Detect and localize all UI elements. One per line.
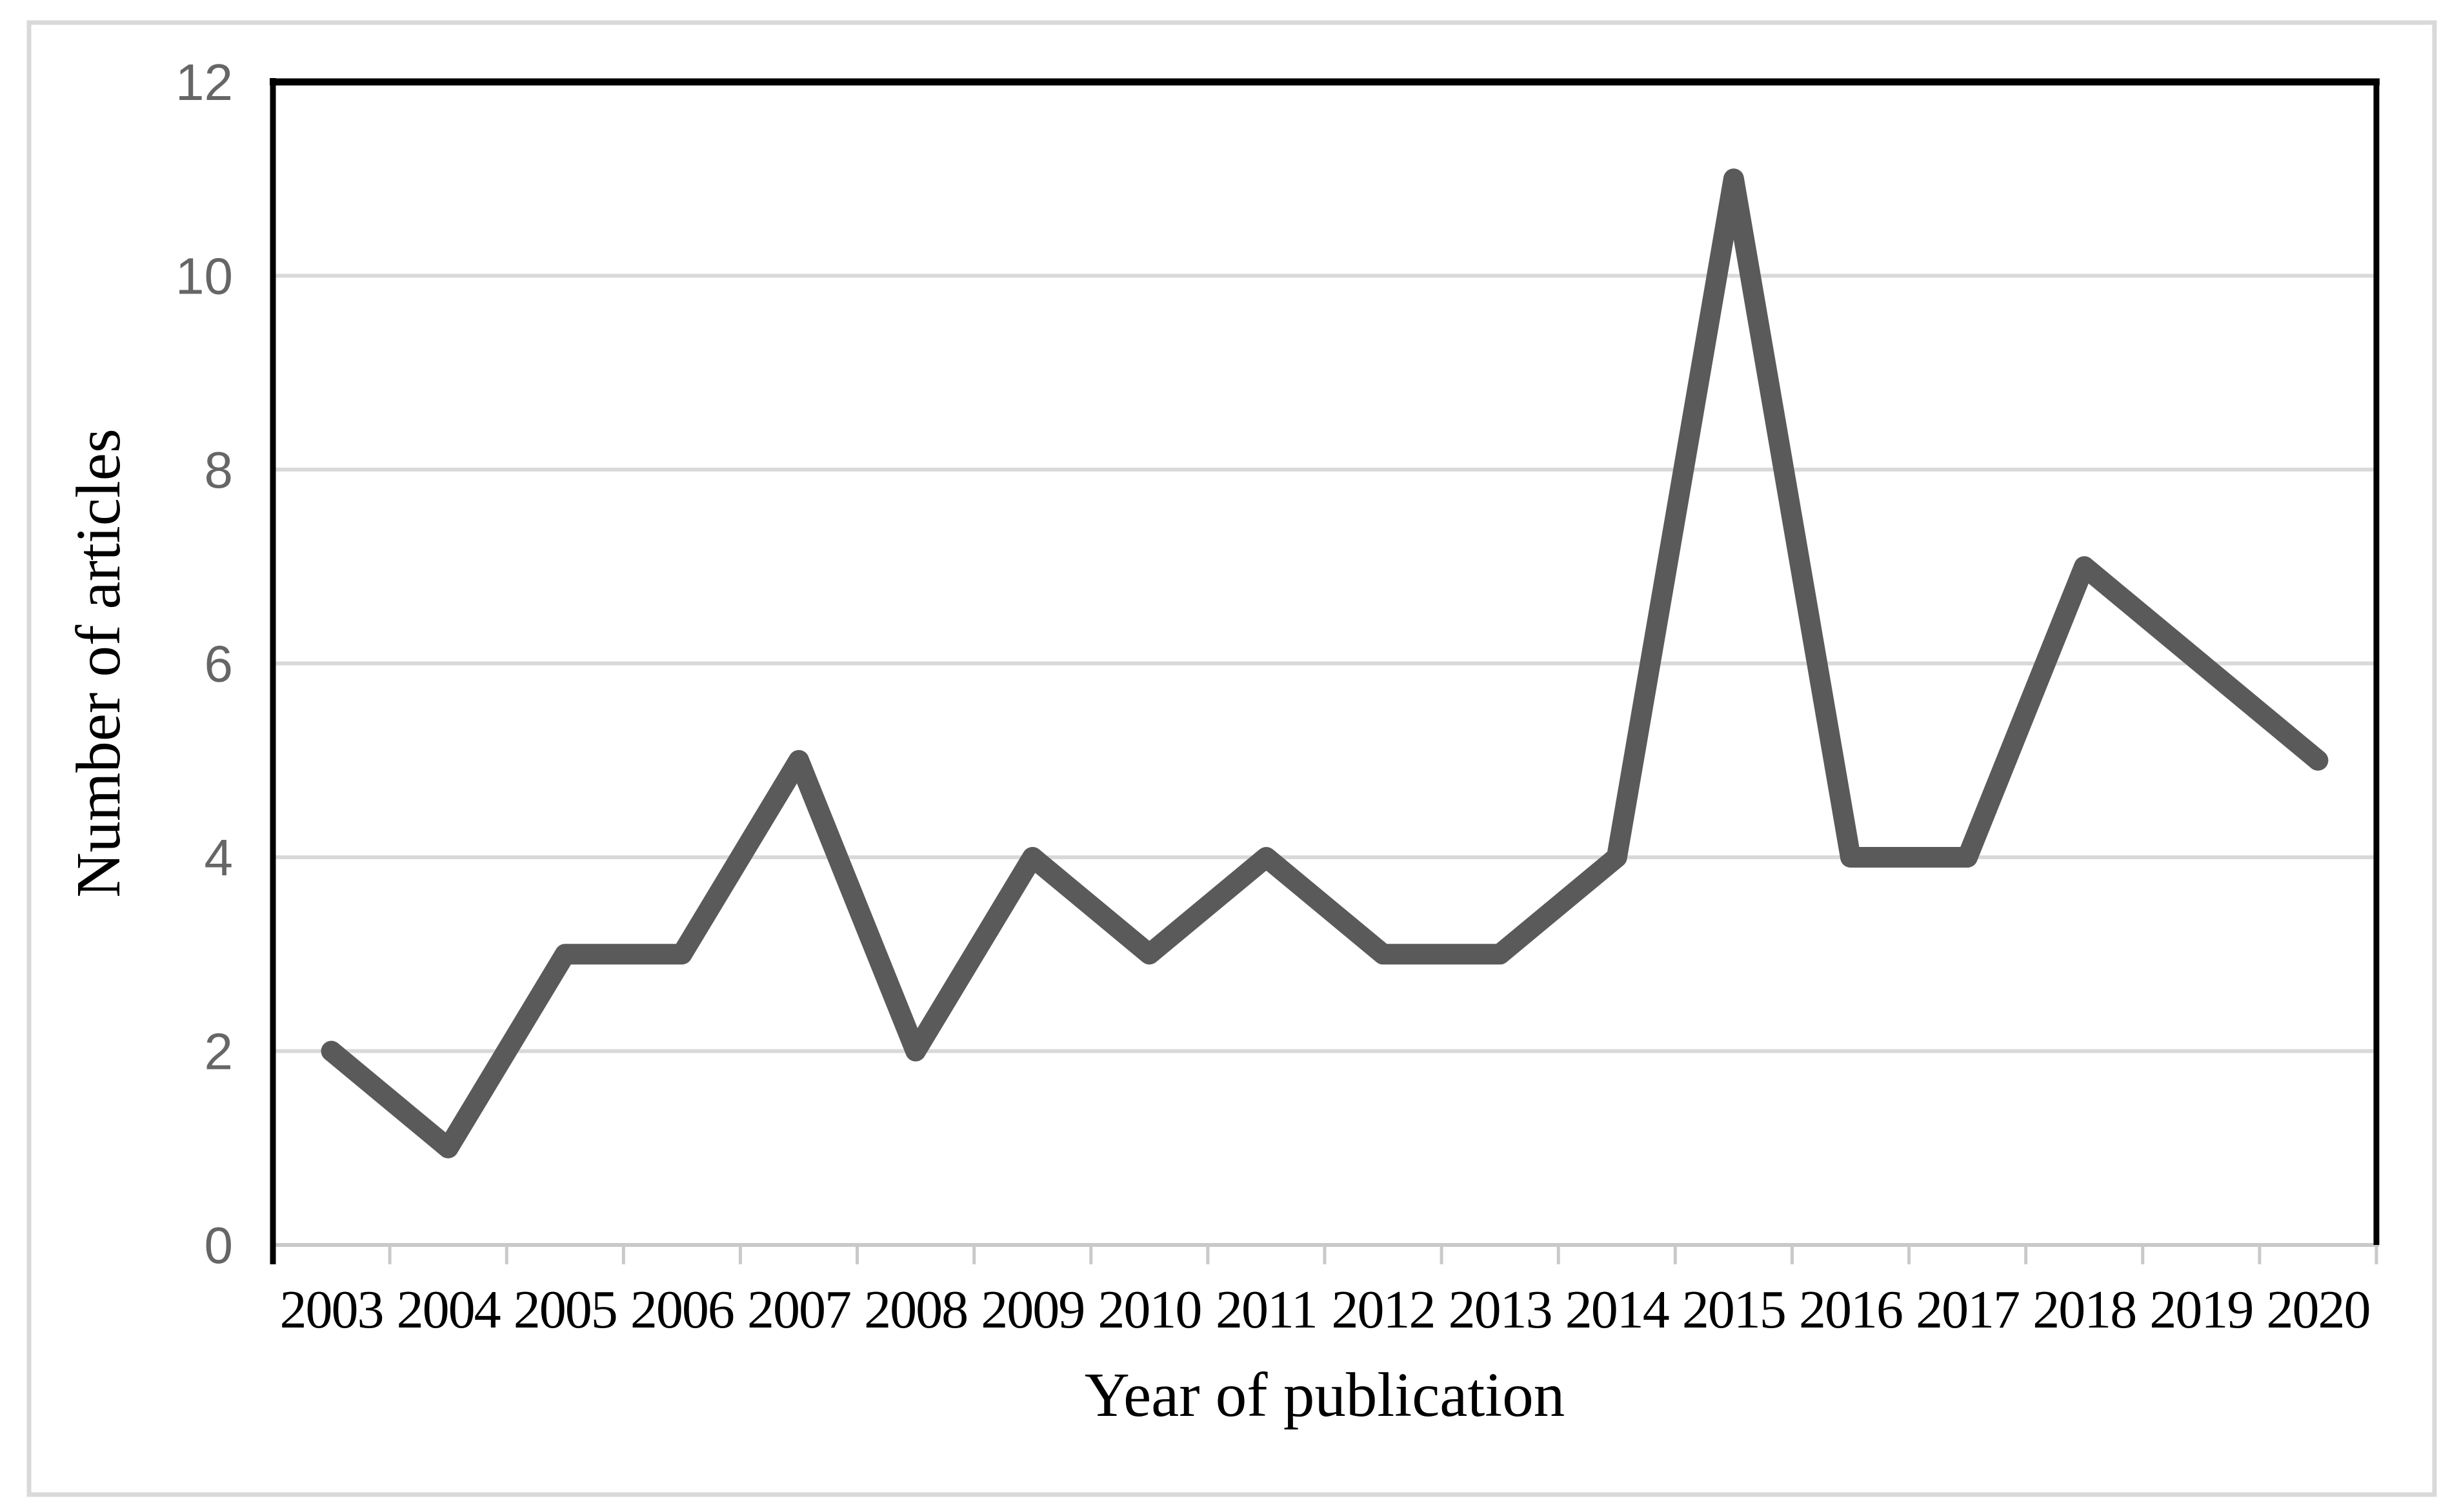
x-tick-label: 2020: [2266, 1280, 2369, 1340]
x-tick-label: 2008: [864, 1280, 967, 1340]
y-tick-label: 0: [205, 1217, 234, 1274]
y-tick-label: 10: [176, 248, 233, 305]
x-tick-label: 2018: [2032, 1280, 2136, 1340]
figure-border: [26, 20, 2437, 1497]
x-axis-title: Year of publication: [1085, 1360, 1565, 1429]
y-tick-label: 8: [205, 441, 234, 499]
x-tick-label: 2011: [1216, 1280, 1317, 1340]
x-tick-label: 2017: [1916, 1280, 2019, 1340]
x-tick-label: 2015: [1682, 1280, 1785, 1340]
x-tick-label: 2014: [1565, 1280, 1669, 1340]
x-tick-label: 2004: [397, 1280, 501, 1340]
x-tick-label: 2003: [280, 1280, 383, 1340]
y-tick-label: 12: [176, 54, 233, 111]
y-tick-label: 6: [205, 635, 234, 693]
x-tick-label: 2010: [1098, 1280, 1201, 1340]
y-tick-label: 2: [205, 1023, 234, 1080]
series-line: [321, 168, 2329, 1159]
x-tick-label: 2007: [747, 1280, 850, 1340]
x-tick-label: 2013: [1449, 1280, 1552, 1340]
x-tick-label: 2016: [1799, 1280, 1902, 1340]
x-tick-label: 2019: [2149, 1280, 2253, 1340]
y-axis-title: Number of articles: [64, 428, 133, 897]
x-tick-label: 2012: [1332, 1280, 1435, 1340]
x-tick-label: 2005: [514, 1280, 617, 1340]
y-tick-label: 4: [205, 829, 234, 886]
x-tick-label: 2009: [981, 1280, 1084, 1340]
x-tick-label: 2006: [630, 1280, 734, 1340]
